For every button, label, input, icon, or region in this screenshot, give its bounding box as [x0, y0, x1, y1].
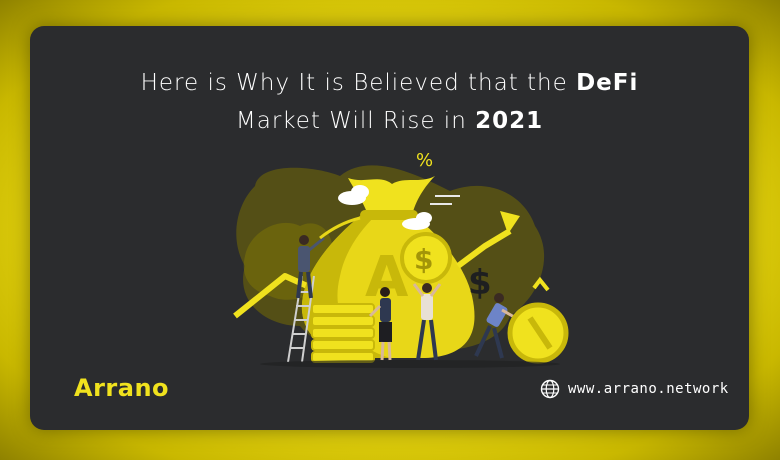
ground-shadow [260, 360, 560, 368]
dollar-coin: $ [400, 232, 452, 284]
cloud-right [402, 212, 432, 230]
headline-year: 2021 [475, 108, 544, 134]
person-lifting [412, 283, 442, 361]
headline: Here is Why It is Believed that the DeFi… [30, 64, 749, 140]
person-woman [368, 287, 392, 361]
website-link[interactable]: www.arrano.network [540, 379, 729, 399]
website-url: www.arrano.network [568, 381, 729, 397]
headline-line-1: Here is Why It is Believed that the DeFi [140, 70, 639, 96]
defi-illustration: A $ $ % [233, 150, 569, 368]
coin-stack [311, 303, 375, 363]
arrano-logo: Arrano [74, 374, 170, 402]
banner-card: Here is Why It is Believed that the DeFi… [30, 26, 749, 430]
arrow-head [500, 211, 520, 234]
cloud-left [338, 185, 369, 205]
big-coin [507, 276, 569, 364]
percent-sign: % [416, 150, 433, 171]
dollar-sign: $ [414, 243, 433, 276]
person-on-ladder [296, 235, 325, 299]
rope [319, 216, 361, 240]
globe-icon [540, 379, 560, 399]
headline-line-2: Market Will Rise in 2021 [235, 108, 544, 134]
rising-arrow-right [456, 228, 512, 269]
dollar-sign-dark: $ [468, 263, 492, 303]
headline-defi: DeFi [576, 70, 639, 96]
